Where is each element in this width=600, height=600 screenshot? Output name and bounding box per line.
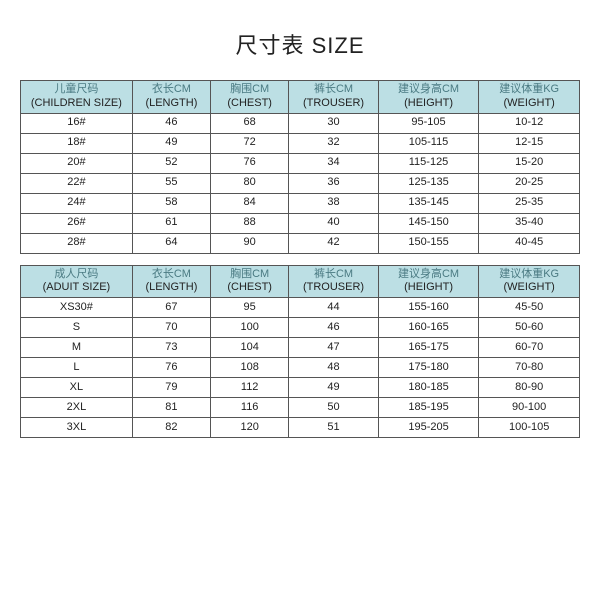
adult-header-row: 成人尺码(ADUIT SIZE) 衣长CM(LENGTH) 胸围CM(CHEST… xyxy=(21,265,580,298)
table-row: XL7911249180-18580-90 xyxy=(21,378,580,398)
table-row: M7310447165-17560-70 xyxy=(21,338,580,358)
table-row: 26#618840145-15035-40 xyxy=(21,213,580,233)
col-header: 裤长CM(TROUSER) xyxy=(289,265,378,298)
table-row: 18#497232105-11512-15 xyxy=(21,133,580,153)
col-header: 建议体重KG(WEIGHT) xyxy=(479,265,580,298)
table-row: 3XL8212051195-205100-105 xyxy=(21,418,580,438)
col-header: 儿童尺码(CHILDREN SIZE) xyxy=(21,81,133,114)
table-row: 16#46683095-10510-12 xyxy=(21,113,580,133)
table-row: XS30#679544155-16045-50 xyxy=(21,298,580,318)
children-header-row: 儿童尺码(CHILDREN SIZE) 衣长CM(LENGTH) 胸围CM(CH… xyxy=(21,81,580,114)
table-row: S7010046160-16550-60 xyxy=(21,318,580,338)
table-row: 2XL8111650185-19590-100 xyxy=(21,398,580,418)
col-header: 衣长CM(LENGTH) xyxy=(132,265,210,298)
table-row: 28#649042150-15540-45 xyxy=(21,233,580,253)
table-row: 20#527634115-12515-20 xyxy=(21,153,580,173)
col-header: 胸围CM(CHEST) xyxy=(211,81,289,114)
table-spacer xyxy=(21,253,580,265)
page-title: 尺寸表 SIZE xyxy=(20,28,580,60)
col-header: 衣长CM(LENGTH) xyxy=(132,81,210,114)
col-header: 建议身高CM(HEIGHT) xyxy=(378,265,479,298)
table-row: 22#558036125-13520-25 xyxy=(21,173,580,193)
col-header: 建议体重KG(WEIGHT) xyxy=(479,81,580,114)
col-header: 成人尺码(ADUIT SIZE) xyxy=(21,265,133,298)
col-header: 裤长CM(TROUSER) xyxy=(289,81,378,114)
col-header: 建议身高CM(HEIGHT) xyxy=(378,81,479,114)
table-row: 24#588438135-14525-35 xyxy=(21,193,580,213)
col-header: 胸围CM(CHEST) xyxy=(211,265,289,298)
size-table: 儿童尺码(CHILDREN SIZE) 衣长CM(LENGTH) 胸围CM(CH… xyxy=(20,80,580,438)
table-row: L7610848175-18070-80 xyxy=(21,358,580,378)
